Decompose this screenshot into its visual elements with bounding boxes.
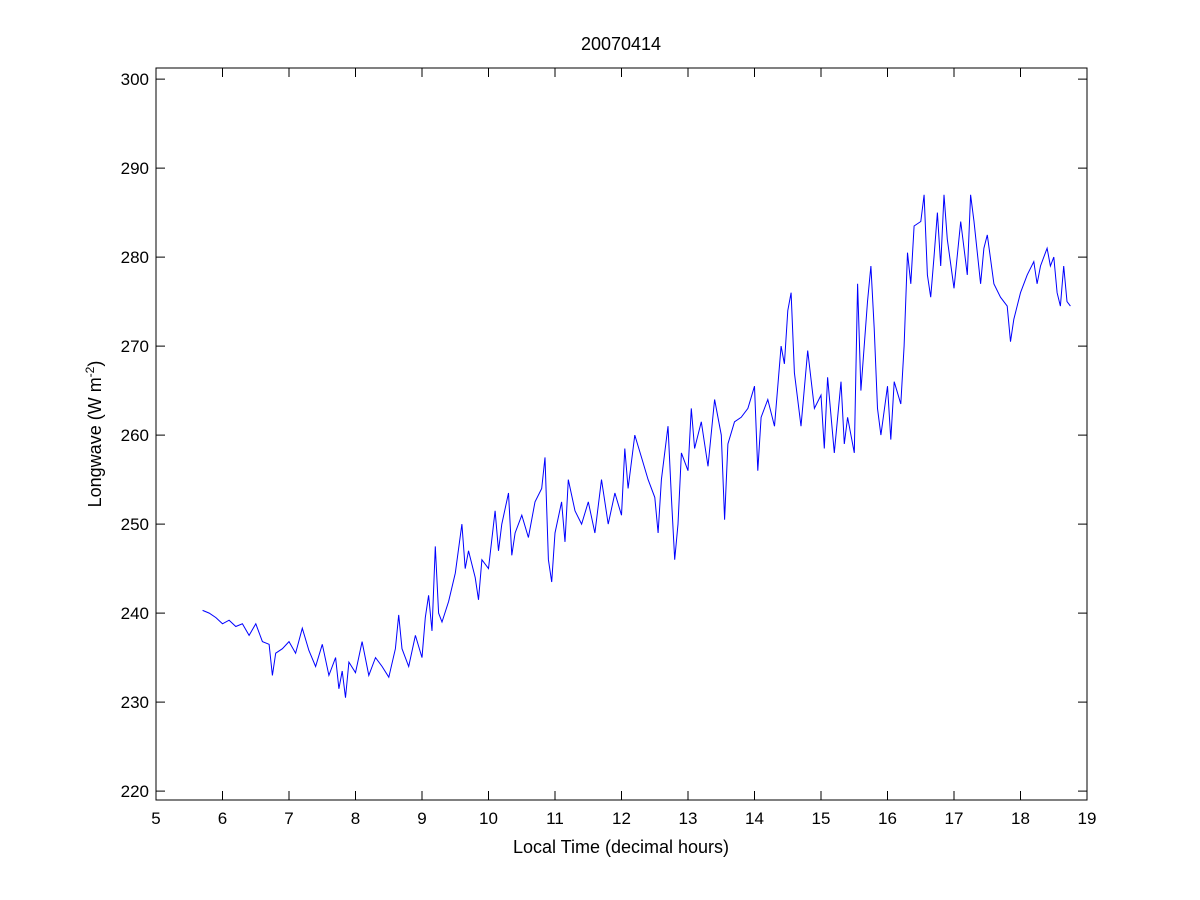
x-tick-label: 16 <box>878 809 897 828</box>
x-tick-label: 17 <box>945 809 964 828</box>
x-tick-label: 11 <box>546 809 564 828</box>
plot-area <box>155 67 1088 801</box>
y-tick-label: 220 <box>121 782 149 801</box>
series-line-longwave <box>202 194 1071 698</box>
y-tick-label: 270 <box>121 337 149 356</box>
x-tick-label: 6 <box>218 809 227 828</box>
y-tick-label: 250 <box>121 515 149 534</box>
x-tick-label: 10 <box>479 809 498 828</box>
y-axis-label-main: Longwave (W m <box>85 377 105 507</box>
x-tick-label: 7 <box>284 809 293 828</box>
y-tick-label: 260 <box>121 426 149 445</box>
y-tick-label: 290 <box>121 159 149 178</box>
x-axis-label: Local Time (decimal hours) <box>513 837 729 857</box>
x-tick-label: 9 <box>417 809 426 828</box>
y-tick-label: 280 <box>121 248 149 267</box>
x-tick-label: 15 <box>812 809 831 828</box>
x-tick-label: 19 <box>1078 809 1097 828</box>
y-tick-label: 230 <box>121 693 149 712</box>
y-axis-label-close: ) <box>85 361 105 367</box>
chart-title: 20070414 <box>581 34 661 54</box>
x-tick-label: 12 <box>612 809 631 828</box>
x-tick-label: 14 <box>745 809 764 828</box>
x-tick-label: 5 <box>151 809 160 828</box>
y-axis-label-superscript: -2 <box>83 366 97 377</box>
x-tick-label: 18 <box>1011 809 1030 828</box>
y-axis-label: Longwave (W m-2) <box>83 361 105 508</box>
x-tick-label: 13 <box>679 809 698 828</box>
y-tick-label: 300 <box>121 70 149 89</box>
x-tick-label: 8 <box>351 809 360 828</box>
y-tick-label: 240 <box>121 604 149 623</box>
